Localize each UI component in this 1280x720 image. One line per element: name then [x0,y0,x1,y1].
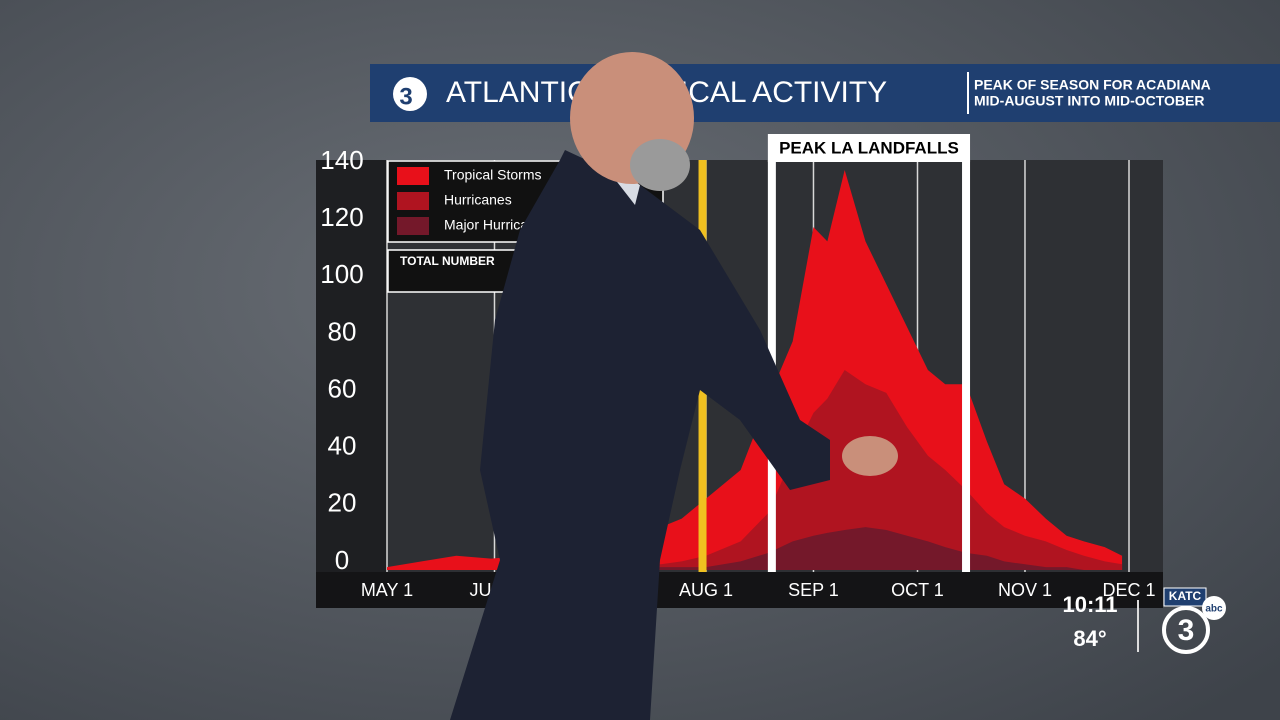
presenter-hand [842,436,898,476]
presenter-beard [630,139,690,191]
x-tick-label: NOV 1 [998,580,1052,600]
clock: 10:11 [1062,592,1117,617]
bug-network-circle [1202,596,1226,620]
x-tick-label: AUG 1 [679,580,733,600]
presenter-body [450,150,830,720]
area [387,527,1123,570]
legend-swatch [397,192,429,210]
temperature: 84° [1073,626,1106,651]
subtitle: MID-AUGUST INTO MID-OCTOBER [974,93,1204,109]
x-tick-label: SEP 1 [788,580,839,600]
bug-network: abc [1205,604,1223,615]
peak-window-label-box [767,134,971,162]
total-label: TOTAL NUMBER [400,254,495,268]
y-tick-label: 100 [320,259,363,289]
legend-swatch [397,217,429,235]
y-tick-label: 60 [328,373,357,403]
legend-label: Hurricanes [444,192,512,208]
bug-logo [1162,606,1210,654]
area [387,370,1123,570]
y-tick-label: 40 [328,431,357,461]
banner [370,64,1280,122]
y-tick-label: 140 [320,145,363,175]
y-tick-label: 0 [335,545,349,575]
x-tick-label: DEC 1 [1102,580,1155,600]
y-tick-label: 20 [328,488,357,518]
logo [393,77,427,111]
y-tick-label: 80 [328,316,357,346]
presenter [450,52,898,720]
logo-text: 3 [399,83,412,110]
peak-window-label: PEAK LA LANDFALLS [779,138,959,157]
bug-station: KATC [1169,589,1202,603]
x-axis-band [316,572,1163,608]
bug-channel: 3 [1178,614,1195,647]
x-tick-label: MAY 1 [361,580,413,600]
bug-station-box [1163,587,1207,607]
legend-label: Tropical Storms [444,167,542,183]
legend-swatch [397,167,429,185]
subtitle: PEAK OF SEASON FOR ACADIANA [974,77,1211,93]
x-tick-label: OCT 1 [891,580,944,600]
y-tick-label: 120 [320,202,363,232]
